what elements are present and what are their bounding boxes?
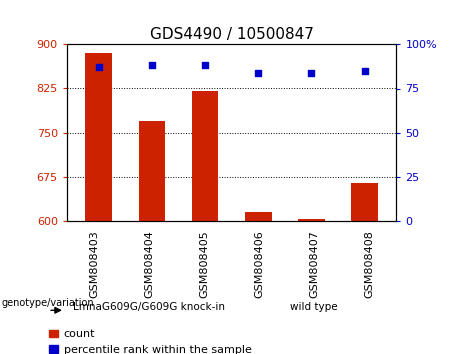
Title: GDS4490 / 10500847: GDS4490 / 10500847 — [150, 27, 313, 42]
Text: GSM808407: GSM808407 — [309, 230, 319, 298]
Bar — [85, 53, 112, 221]
Text: GSM808406: GSM808406 — [254, 230, 264, 298]
Bar — [298, 219, 325, 221]
Point — [148, 63, 156, 68]
Legend: count, percentile rank within the sample: count, percentile rank within the sample — [49, 330, 252, 354]
Bar — [245, 212, 272, 221]
Bar — [192, 91, 219, 221]
Text: GSM808404: GSM808404 — [144, 230, 154, 298]
Text: GSM808403: GSM808403 — [89, 230, 99, 298]
Text: genotype/variation: genotype/variation — [1, 298, 94, 308]
Point — [307, 70, 315, 75]
Text: LmnaG609G/G609G knock-in: LmnaG609G/G609G knock-in — [73, 302, 225, 312]
Point — [95, 64, 102, 70]
Point — [254, 70, 262, 75]
Point — [361, 68, 368, 74]
Text: wild type: wild type — [290, 302, 338, 312]
Bar — [139, 121, 165, 221]
Text: GSM808408: GSM808408 — [364, 230, 374, 298]
Bar — [351, 183, 378, 221]
Text: GSM808405: GSM808405 — [199, 230, 209, 298]
Point — [201, 63, 209, 68]
